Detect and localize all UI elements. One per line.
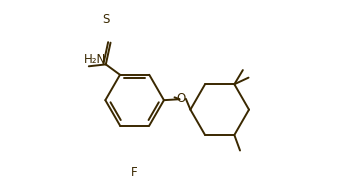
Text: S: S: [103, 13, 110, 26]
Text: F: F: [131, 167, 138, 179]
Text: H₂N: H₂N: [84, 53, 106, 66]
Text: O: O: [176, 92, 185, 105]
